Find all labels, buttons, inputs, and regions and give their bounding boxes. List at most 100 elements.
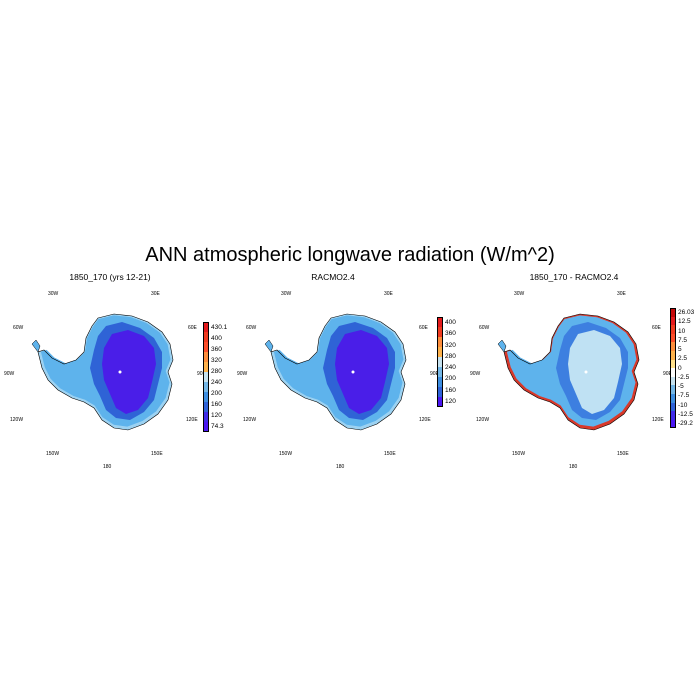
colorbar-label: -2.5 (678, 373, 690, 381)
lon-label-120e: 120E (652, 417, 664, 423)
colorbar-label: 280 (211, 368, 222, 375)
colorbar-label: -29.2 (678, 420, 693, 428)
lon-label-120e: 120E (186, 417, 198, 423)
colorbar-label: -12.5 (678, 411, 693, 418)
lon-label-180: 180 (103, 464, 112, 470)
colorbar-swatch (670, 419, 676, 429)
colorbar-frame (670, 308, 676, 429)
lon-label-60e: 60E (188, 325, 197, 331)
colorbar-swatch (670, 376, 676, 386)
colorbar-swatch (670, 402, 676, 412)
colorbar-swatch (203, 392, 209, 402)
colorbar-swatch (203, 382, 209, 392)
coastline (503, 313, 640, 431)
colorbar-swatch (203, 362, 209, 372)
lon-label-150w: 150W (46, 451, 60, 457)
map-plateau-zone (568, 330, 622, 414)
colorbar-label: 7.5 (678, 336, 688, 344)
colorbar-swatch (437, 357, 443, 367)
colorbar-swatch (670, 308, 676, 317)
lon-label-90e: 90E (663, 371, 672, 377)
panel-title: 1850_170 - RACMO2.4 (529, 272, 619, 282)
peninsula (31, 339, 41, 353)
lon-label-150w: 150W (512, 451, 526, 457)
colorbar-swatch (670, 368, 676, 377)
colorbar-swatch (670, 385, 676, 394)
lon-label-150e: 150E (151, 451, 163, 457)
colorbar-swatch (437, 337, 443, 347)
colorbar-label: 120 (211, 412, 222, 419)
colorbar-label: 240 (445, 364, 456, 372)
lon-label-30e: 30E (151, 291, 160, 297)
lon-label-30e: 30E (617, 291, 626, 297)
colorbar-swatch (670, 316, 676, 326)
map-plateau-zone (335, 330, 389, 414)
coastline (270, 313, 407, 431)
colorbar-swatch (670, 325, 676, 334)
colorbar-label: 320 (211, 357, 222, 364)
colorbar-label: 26.03 (678, 309, 695, 317)
pole-marker (118, 370, 122, 374)
lon-label-60w: 60W (246, 325, 257, 331)
colorbar-swatch (203, 332, 209, 342)
lon-label-30w: 30W (281, 291, 292, 297)
colorbar-label: 400 (211, 335, 222, 342)
lon-label-90w: 90W (470, 371, 481, 377)
colorbar-label: 74.3 (211, 423, 224, 430)
panel-title: 1850_170 (yrs 12-21) (69, 272, 151, 282)
map-plateau-zone (102, 330, 156, 414)
colorbar-label: 2.5 (678, 355, 688, 363)
colorbar-swatch (437, 317, 443, 327)
colorbar-label: 0 (678, 364, 682, 372)
colorbar-swatch (437, 397, 443, 407)
colorbar-label: 320 (445, 341, 456, 349)
colorbar-swatch (203, 412, 209, 422)
colorbar-label: 360 (445, 330, 456, 338)
colorbar-swatch (437, 367, 443, 377)
antarctica-map (31, 313, 174, 431)
colorbar-label: 200 (445, 375, 456, 383)
pole-marker (584, 370, 588, 374)
colorbar-label: 400 (445, 319, 456, 327)
lon-label-150e: 150E (617, 451, 629, 457)
antarctica-map (264, 313, 407, 431)
colorbar-label: -7.5 (678, 392, 690, 400)
colorbar-swatch (670, 351, 676, 360)
lon-label-90w: 90W (237, 371, 248, 377)
lon-label-120e: 120E (419, 417, 431, 423)
peninsula (264, 339, 274, 353)
lon-label-60w: 60W (479, 325, 490, 331)
colorbar-swatch (437, 377, 443, 387)
colorbar-swatch (203, 372, 209, 382)
colorbar-label: 240 (211, 379, 222, 386)
colorbar-label: -5 (678, 383, 684, 391)
colorbar-label: 360 (211, 346, 222, 353)
colorbar-label: 280 (445, 352, 456, 360)
colorbar-label: 430.1 (211, 324, 228, 331)
lon-label-60e: 60E (419, 325, 428, 331)
peninsula (497, 339, 507, 353)
panel-difference: 1850_170 - RACMO2.4 30W 30E 60W 60E 90W … (470, 272, 700, 470)
colorbar-swatch (437, 387, 443, 397)
colorbar-label: 120 (445, 397, 456, 405)
colorbar-swatch (437, 327, 443, 337)
lon-label-90e: 90E (430, 371, 439, 377)
colorbar-label: 12.5 (678, 318, 691, 326)
panel-racmo: RACMO2.4 30W 30E 60W 60E 90W 90E 120W 12… (237, 272, 475, 470)
colorbar-label: -10 (678, 401, 688, 409)
lon-label-30w: 30W (48, 291, 59, 297)
lon-label-30w: 30W (514, 291, 525, 297)
lon-label-150e: 150E (384, 451, 396, 457)
colorbar-label: 10 (678, 327, 686, 335)
colorbar-frame (203, 322, 209, 432)
lon-label-30e: 30E (384, 291, 393, 297)
lon-label-150w: 150W (279, 451, 293, 457)
lon-label-60w: 60W (13, 325, 24, 331)
colorbar-label: 160 (211, 401, 222, 408)
lon-label-180: 180 (569, 464, 578, 470)
colorbar-label: 5 (678, 346, 682, 354)
coastline (37, 313, 174, 431)
lon-label-120w: 120W (10, 417, 24, 423)
colorbar-swatch (670, 411, 676, 420)
lon-label-90w: 90W (4, 371, 15, 377)
